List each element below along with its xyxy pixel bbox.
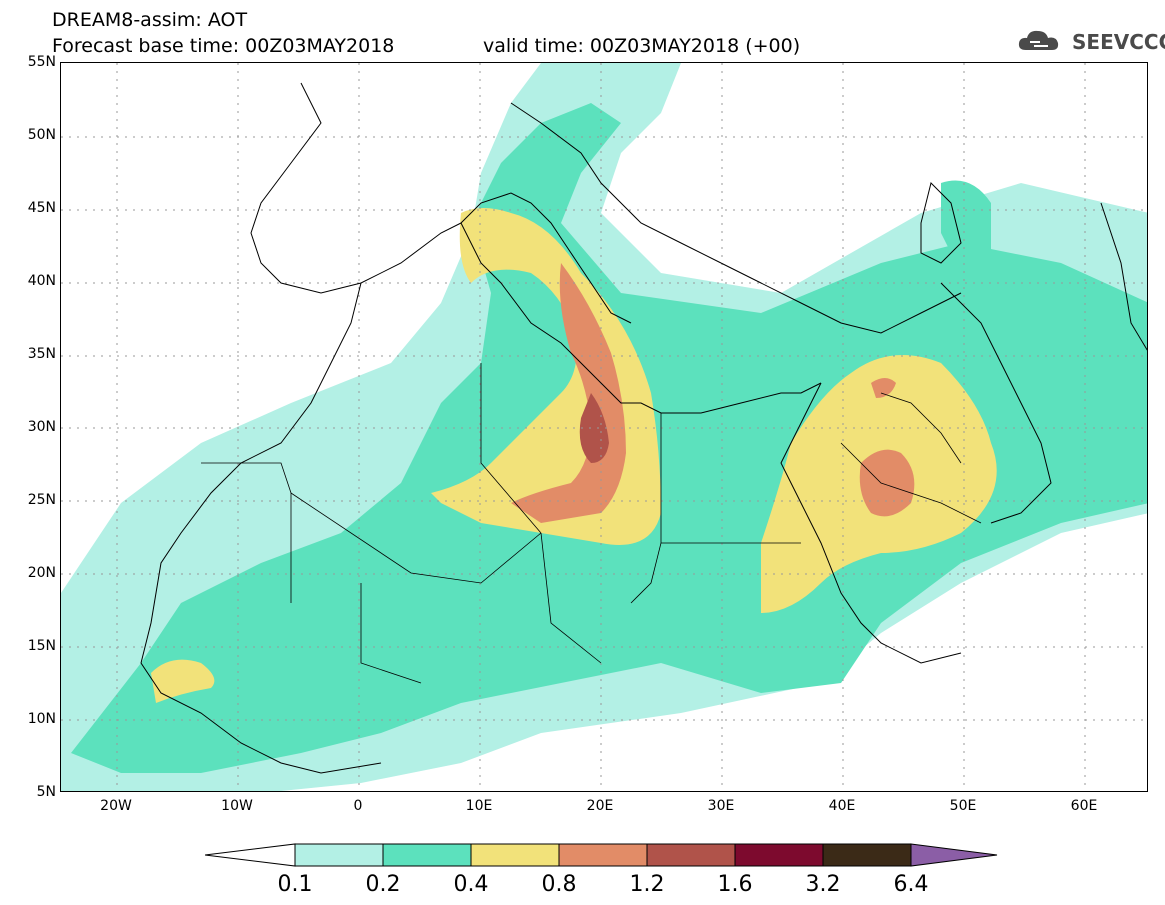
colorbar (205, 843, 998, 867)
lon-label-50e: 50E (949, 798, 977, 814)
colorbar-label-1-2: 1.2 (629, 872, 665, 897)
lon-gridlines (116, 63, 1086, 791)
colorbar-bin-3-2 (822, 843, 912, 867)
colorbar-label-3-2: 3.2 (805, 872, 841, 897)
colorbar-over-arrow (910, 843, 998, 867)
lat-gridlines (61, 136, 1147, 721)
colorbar-bin-0-4 (470, 843, 560, 867)
colorbar-label-1-6: 1.6 (717, 872, 753, 897)
colorbar-bin-1-2 (646, 843, 736, 867)
lat-label-50n: 50N (27, 127, 56, 143)
forecast-base-time: Forecast base time: 00Z03MAY2018 (52, 35, 395, 57)
lon-label-20e: 20E (586, 798, 614, 814)
lat-label-55n: 55N (27, 54, 56, 70)
lat-label-10n: 10N (27, 711, 56, 727)
aot-map (61, 63, 1147, 791)
valid-time: valid time: 00Z03MAY2018 (+00) (483, 35, 801, 57)
lon-label-30e: 30E (707, 798, 735, 814)
colorbar-label-0-8: 0.8 (541, 872, 577, 897)
colorbar-label-0-1: 0.1 (277, 872, 313, 897)
colorbar-label-0-2: 0.2 (365, 872, 401, 897)
lat-label-30n: 30N (27, 419, 56, 435)
logo-text: SEEVCCC (1072, 30, 1165, 54)
country-borders (201, 363, 982, 684)
lon-label-10e: 10E (465, 798, 493, 814)
colorbar-bin-0-2 (382, 843, 472, 867)
lat-label-15n: 15N (27, 638, 56, 654)
aot-band-1-2 (579, 393, 609, 463)
lat-label-40n: 40N (27, 273, 56, 289)
colorbar-bin-0-8 (558, 843, 648, 867)
lat-label-5n: 5N (36, 784, 56, 800)
seevccc-logo: SEEVCCC (1016, 26, 1165, 56)
coastlines (140, 82, 1147, 774)
colorbar-label-0-4: 0.4 (453, 872, 489, 897)
chart-title: DREAM8-assim: AOT (52, 9, 248, 31)
colorbar-bin-0-1 (294, 843, 384, 867)
lon-label-10w: 10W (221, 798, 253, 814)
lon-label-0: 0 (353, 798, 363, 814)
lat-label-25n: 25N (27, 492, 56, 508)
lat-label-35n: 35N (27, 346, 56, 362)
cloud-icon (1018, 30, 1059, 50)
lat-label-20n: 20N (27, 565, 56, 581)
lat-label-45n: 45N (27, 200, 56, 216)
lon-label-60e: 60E (1070, 798, 1098, 814)
lon-label-40e: 40E (828, 798, 856, 814)
colorbar-under-arrow (205, 843, 296, 867)
colorbar-bin-1-6 (734, 843, 824, 867)
colorbar-label-6-4: 6.4 (893, 872, 929, 897)
lon-label-20w: 20W (100, 798, 132, 814)
map-area (60, 62, 1148, 792)
